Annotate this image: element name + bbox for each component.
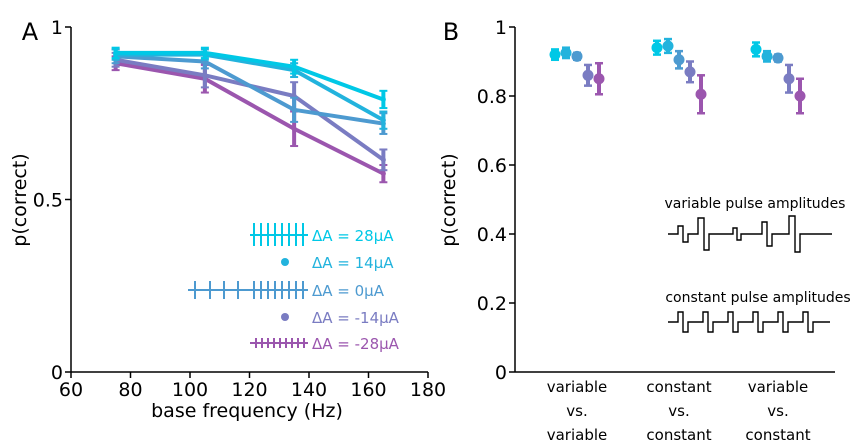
data-point — [380, 96, 386, 102]
panel-b-category-label: vs. — [668, 402, 689, 420]
panel-b-y-tick-label: 1 — [495, 17, 507, 39]
panel-a-x-tick-label: 60 — [59, 379, 83, 401]
data-point — [113, 50, 119, 56]
point-with-error — [750, 41, 762, 58]
point-with-error — [549, 48, 561, 62]
series-line-0 — [111, 46, 388, 110]
data-point — [291, 64, 297, 70]
legend-label-minus28: ΔA = -28μA — [312, 335, 400, 353]
data-point — [783, 73, 795, 85]
data-point — [202, 72, 208, 78]
point-with-error — [560, 46, 572, 60]
panel-a-y-tick-label: 0.5 — [33, 190, 63, 212]
panel-b-y-axis-label: p(correct) — [438, 153, 460, 246]
legend-glyph-minus14 — [281, 313, 289, 321]
data-point — [673, 54, 685, 66]
data-point — [684, 66, 696, 78]
panel-a-legend: ΔA = 28μA ΔA = 14μA ΔA = 0μA ΔA = -14μA … — [188, 223, 400, 353]
panel-b: B 0 0.2 0.4 0.6 0.8 1 variable vs. variable cons… — [438, 17, 851, 444]
panel-b-category-label: variable — [547, 426, 608, 444]
legend-glyph-28 — [250, 223, 308, 246]
panel-b-label: B — [443, 18, 459, 46]
panel-a-y-ticks: 00.51 — [33, 17, 71, 384]
point-with-error — [593, 61, 605, 96]
data-point — [794, 90, 806, 102]
legend-glyph-0 — [188, 281, 308, 299]
panel-a-y-tick-label: 1 — [51, 17, 63, 39]
series-polyline — [115, 54, 384, 126]
data-point — [662, 40, 674, 52]
point-with-error — [783, 63, 795, 94]
series-polyline — [115, 57, 385, 162]
panel-a: A 00.51 60 80 100 120 140 160 180 base frequen… — [9, 17, 446, 422]
point-with-error — [651, 39, 663, 56]
data-point — [380, 171, 386, 177]
point-with-error — [772, 52, 784, 64]
data-point — [380, 117, 386, 123]
series-polyline — [115, 61, 385, 176]
point-with-error — [695, 74, 707, 115]
panel-a-x-tick-label: 80 — [118, 379, 142, 401]
data-point — [593, 73, 605, 85]
constant-pulse-train-icon — [668, 311, 830, 333]
panel-a-series — [111, 46, 388, 184]
panel-a-y-axis-label: p(correct) — [9, 153, 31, 246]
panel-b-category-label: variable — [547, 378, 608, 396]
data-point — [560, 47, 572, 59]
panel-a-x-ticks: 60 80 100 120 140 160 180 — [59, 372, 446, 401]
panel-b-y-ticks: 0 0.2 0.4 0.6 0.8 1 — [477, 17, 515, 384]
panel-b-category-label: vs. — [767, 402, 788, 420]
legend-glyph-14 — [281, 258, 289, 266]
panel-b-category-label: variable — [748, 378, 809, 396]
panel-b-category-label: constant — [646, 378, 711, 396]
data-point — [571, 50, 583, 62]
data-point — [582, 69, 594, 81]
panel-a-y-tick-label: 0 — [51, 362, 63, 384]
data-point — [651, 42, 663, 54]
data-point — [695, 88, 707, 100]
legend-label-minus14: ΔA = -14μA — [312, 309, 400, 327]
data-point — [761, 50, 773, 62]
panel-b-y-tick-label: 0.4 — [477, 224, 507, 246]
panel-b-category-label: constant — [745, 426, 810, 444]
panel-b-y-tick-label: 0.6 — [477, 155, 507, 177]
point-with-error — [684, 60, 696, 84]
data-point — [549, 49, 561, 61]
point-with-error — [662, 37, 674, 55]
data-point — [202, 50, 208, 56]
legend-label-14: ΔA = 14μA — [312, 254, 394, 272]
panel-b-y-tick-label: 0.2 — [477, 293, 507, 315]
point-with-error — [582, 63, 594, 87]
data-point — [291, 107, 297, 113]
data-point — [772, 52, 784, 64]
panel-a-x-tick-label: 180 — [410, 379, 446, 401]
panel-b-y-tick-label: 0.8 — [477, 86, 507, 108]
point-with-error — [761, 49, 773, 63]
data-point — [750, 43, 762, 55]
point-with-error — [571, 50, 583, 62]
point-with-error — [794, 77, 806, 115]
panel-a-x-tick-label: 100 — [172, 379, 208, 401]
variable-pulse-train-icon — [668, 215, 832, 253]
panel-b-y-tick-label: 0 — [495, 362, 507, 384]
data-point — [291, 126, 297, 132]
legend-glyph-minus28 — [250, 338, 308, 348]
panel-b-category-label: vs. — [566, 402, 587, 420]
panel-a-x-tick-label: 140 — [291, 379, 327, 401]
annotation-constant-pulses: constant pulse amplitudes — [665, 290, 850, 306]
panel-b-category-labels: variable vs. variable constant vs. constant va… — [547, 378, 811, 444]
annotation-variable-pulses: variable pulse amplitudes — [665, 196, 846, 212]
legend-label-0: ΔA = 0μA — [312, 282, 385, 300]
panel-a-label: A — [22, 18, 39, 46]
panel-b-points — [549, 37, 806, 115]
legend-label-28: ΔA = 28μA — [312, 227, 394, 245]
series-polyline — [115, 50, 385, 102]
panel-a-x-axis-label: base frequency (Hz) — [151, 400, 343, 422]
panel-a-x-tick-label: 120 — [231, 379, 267, 401]
panel-b-category-label: constant — [646, 426, 711, 444]
data-point — [380, 157, 386, 163]
point-with-error — [673, 49, 685, 70]
panel-a-x-tick-label: 160 — [350, 379, 386, 401]
